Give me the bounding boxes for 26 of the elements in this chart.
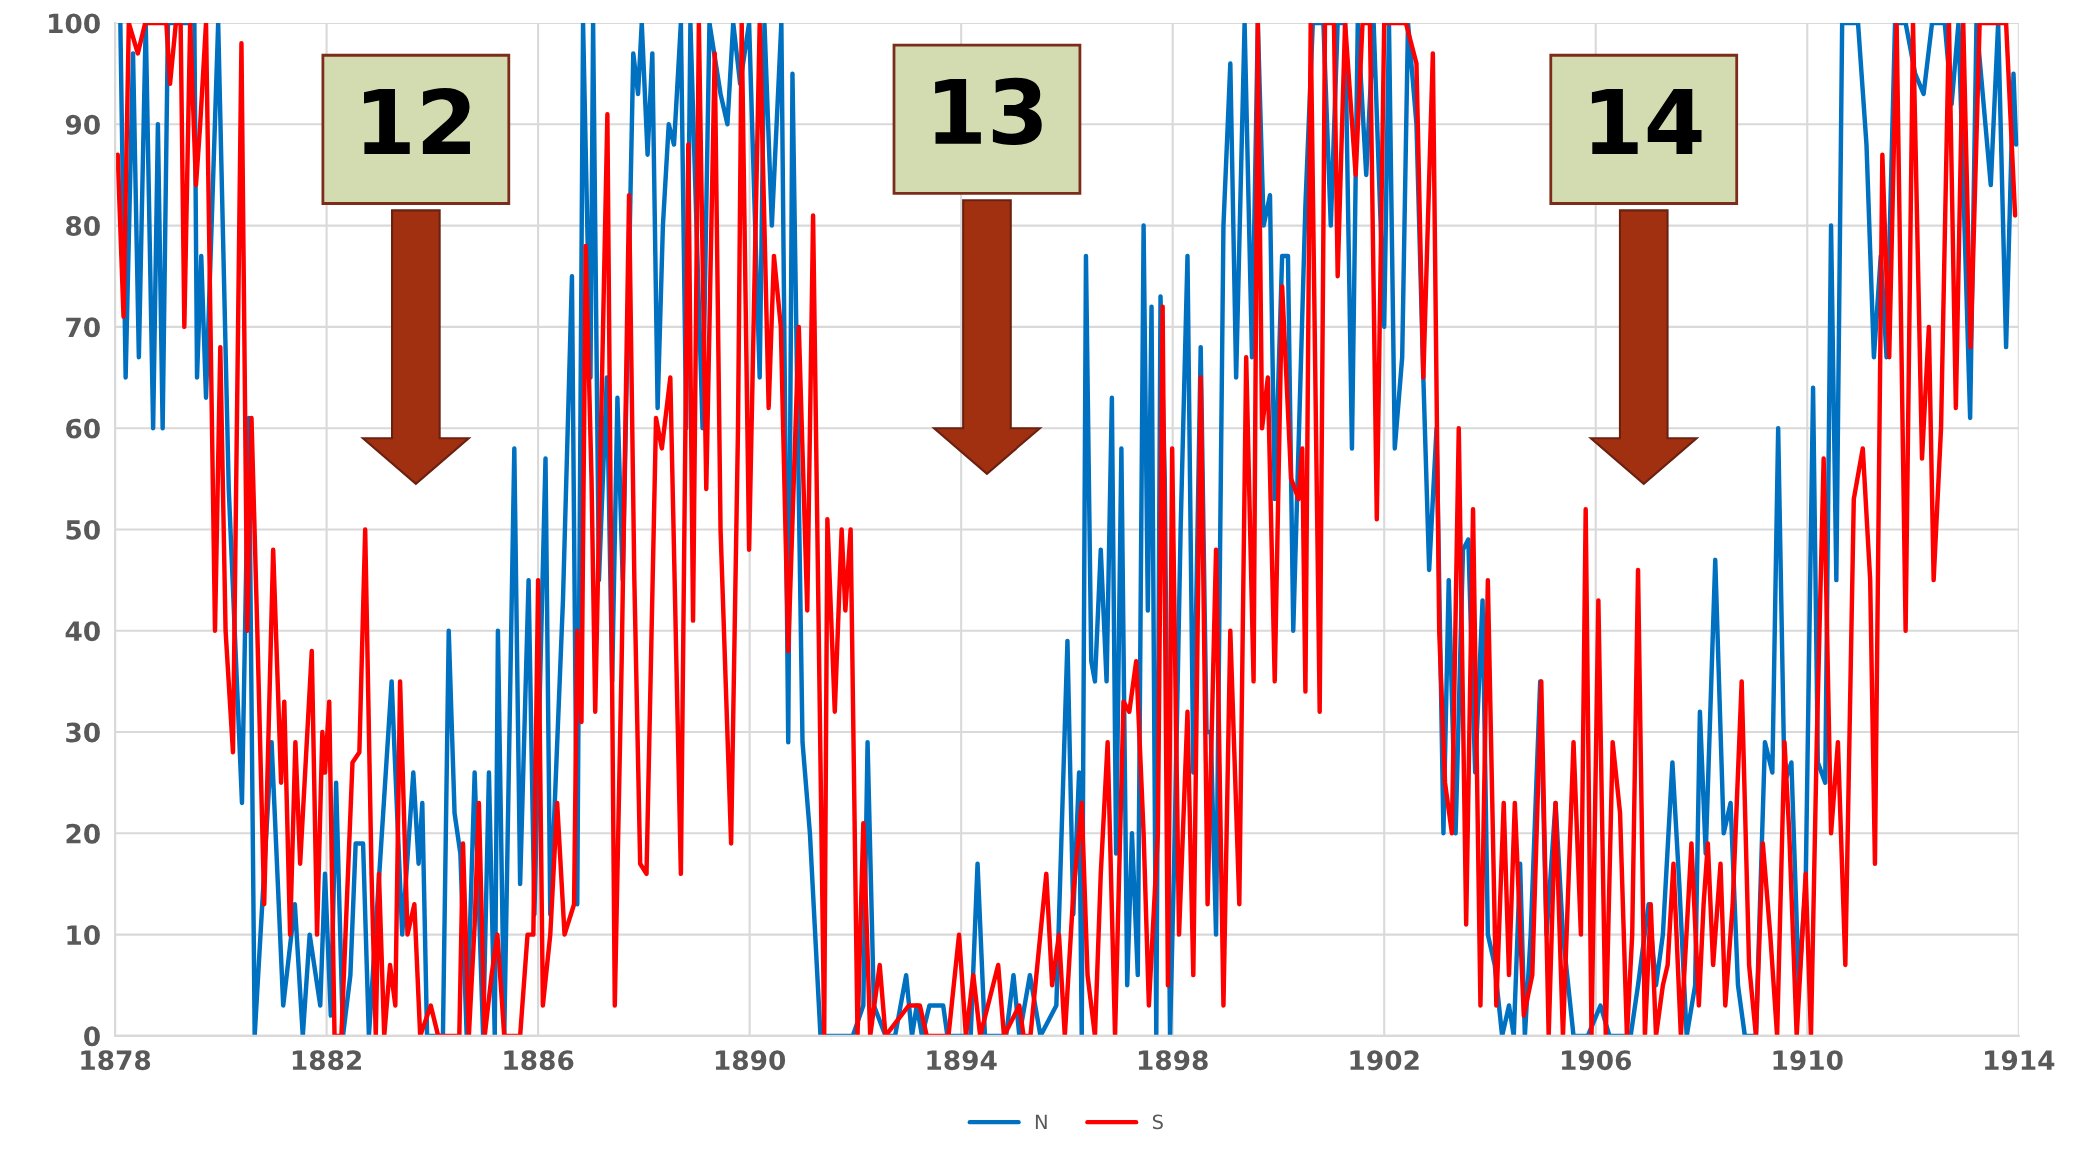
y-tick-label: 70	[66, 317, 100, 338]
y-tick-label: 90	[65, 114, 100, 135]
annotation: 13	[935, 77, 1042, 146]
legend-label: N	[1035, 1114, 1047, 1129]
y-tick-label: 40	[65, 621, 100, 642]
y-tick-label: 50	[66, 519, 100, 540]
x-tick-label: 1894	[927, 1050, 997, 1071]
y-tick-label: 10	[67, 925, 100, 946]
x-tick-label: 1914	[1985, 1050, 2055, 1071]
x-tick-label: 1898	[1138, 1050, 1208, 1071]
y-tick-label: 80	[66, 216, 100, 236]
x-tick-label: 1878	[81, 1050, 151, 1071]
annotation: 12	[364, 87, 470, 154]
y-tick-label: 100	[49, 13, 100, 34]
y-tick-label: 60	[66, 418, 100, 439]
y-tick-label: 0	[84, 1026, 100, 1047]
x-tick-label: 1910	[1773, 1050, 1843, 1071]
x-tick-label: 1882	[292, 1050, 362, 1071]
annotation: 14	[1591, 89, 1702, 154]
legend-label: S	[1152, 1114, 1163, 1130]
x-tick-label: 1906	[1561, 1050, 1632, 1071]
y-tick-label: 20	[66, 823, 100, 844]
x-tick-label: 1890	[715, 1050, 786, 1071]
x-tick-label: 1902	[1350, 1050, 1419, 1071]
y-tick-label: 30	[66, 722, 100, 743]
x-tick-label: 1886	[504, 1050, 574, 1071]
